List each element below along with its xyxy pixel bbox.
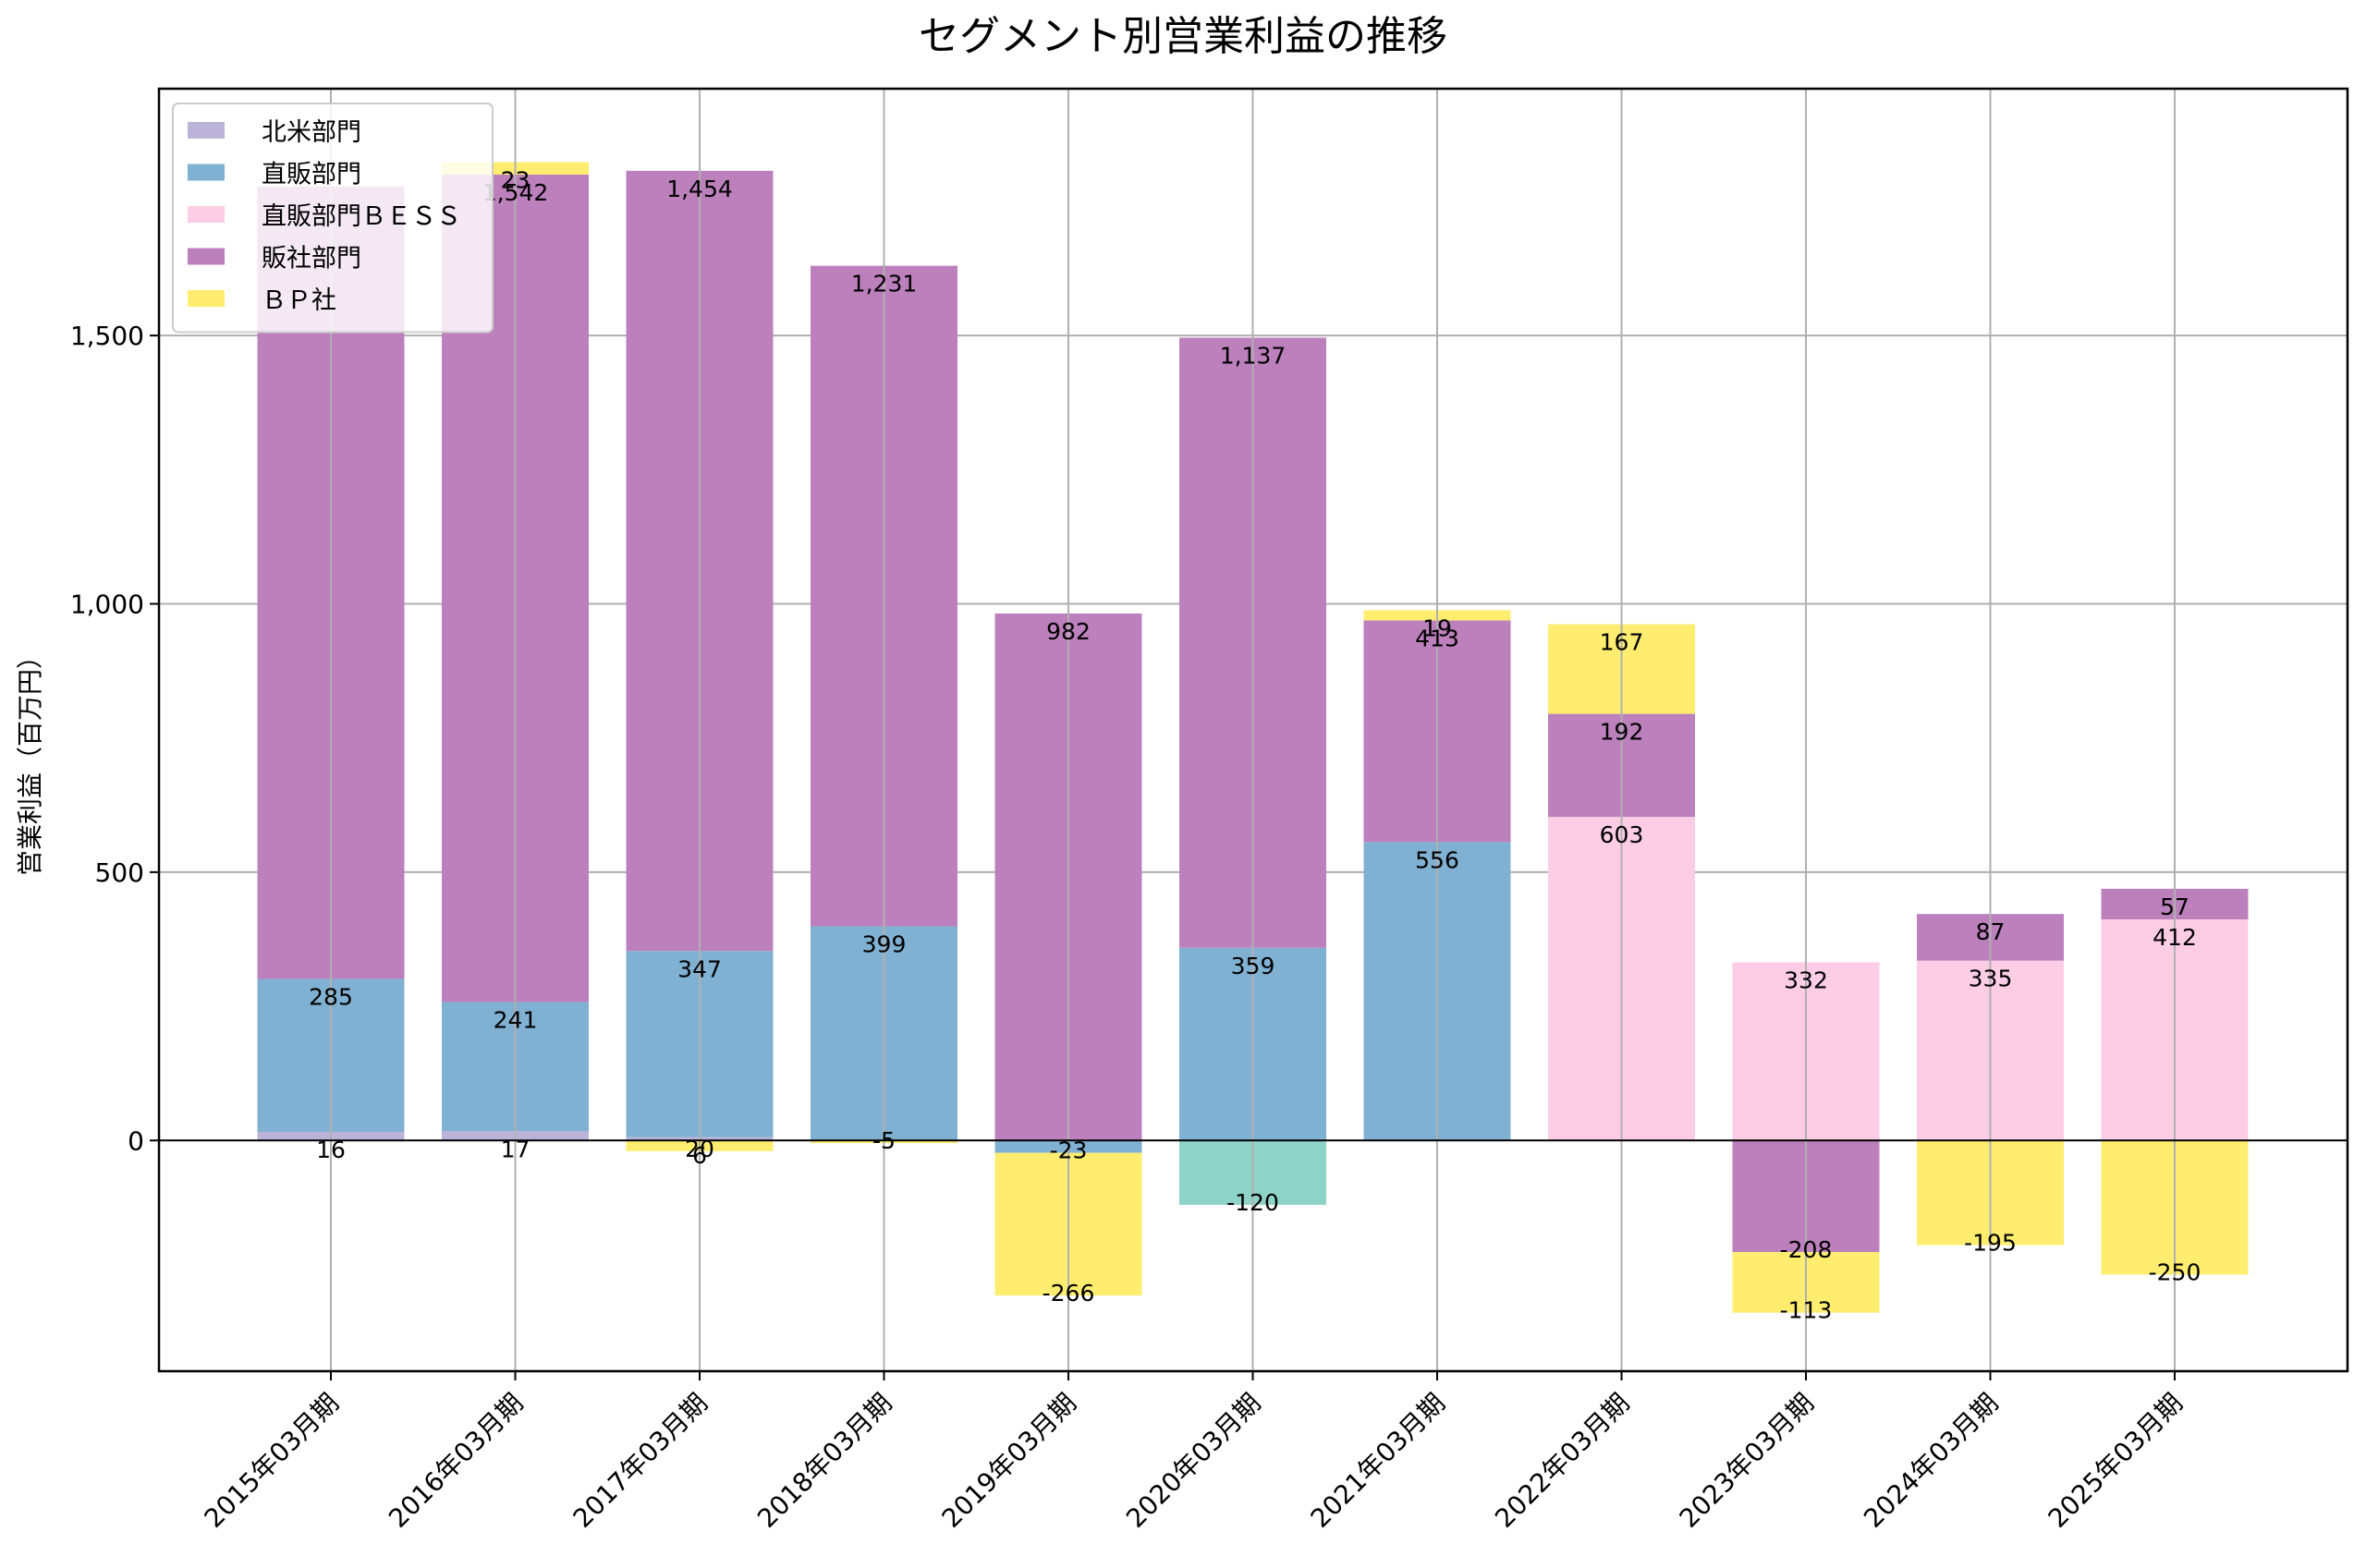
x-tick-label: 2018年03月期 xyxy=(751,1388,897,1534)
data-label: 603 xyxy=(1600,821,1644,848)
chart-title: セグメント別営業利益の推移 xyxy=(919,13,1447,60)
legend-swatch xyxy=(188,122,225,139)
legend-label: 北米部門 xyxy=(262,118,361,147)
x-tick-label: 2017年03月期 xyxy=(567,1388,713,1534)
data-label: 20 xyxy=(685,1136,714,1162)
x-tick-label: 2020年03月期 xyxy=(1120,1388,1266,1534)
y-tick-label: 1,000 xyxy=(70,590,144,620)
data-label: 19 xyxy=(1422,614,1452,641)
legend-swatch xyxy=(188,206,225,223)
y-tick-label: 500 xyxy=(95,857,144,888)
x-tick-label: 2022年03月期 xyxy=(1489,1388,1635,1534)
data-label: -266 xyxy=(1043,1280,1095,1307)
x-tick-label: 2019年03月期 xyxy=(936,1388,1082,1534)
data-label: 241 xyxy=(494,1006,538,1033)
data-label: 1,454 xyxy=(666,176,733,202)
data-label: 556 xyxy=(1415,846,1459,873)
x-tick-label: 2021年03月期 xyxy=(1305,1388,1451,1534)
x-tick-label: 2015年03月期 xyxy=(199,1388,345,1534)
data-label: 399 xyxy=(862,931,907,958)
data-label: -208 xyxy=(1780,1236,1833,1263)
y-tick-label: 0 xyxy=(128,1125,144,1156)
x-tick-label: 2023年03月期 xyxy=(1674,1388,1820,1534)
legend-swatch xyxy=(188,290,225,307)
data-label: -113 xyxy=(1780,1297,1833,1324)
y-axis-label: 営業利益（百万円） xyxy=(15,643,45,876)
data-label: 413 xyxy=(1415,626,1459,652)
data-label: 285 xyxy=(309,983,353,1010)
data-label: 1,137 xyxy=(1220,342,1287,369)
data-label: 982 xyxy=(1046,618,1091,645)
data-label: 23 xyxy=(501,167,531,194)
legend-box xyxy=(172,103,494,334)
legend-swatch xyxy=(188,164,225,181)
data-label: 335 xyxy=(1969,966,2013,992)
legend-label: 直販部門ＢＥＳＳ xyxy=(262,202,461,231)
legend-label: 販社部門 xyxy=(262,245,361,273)
legend-swatch xyxy=(188,248,225,265)
data-label: 347 xyxy=(677,955,722,982)
data-label: -195 xyxy=(1964,1230,2017,1257)
data-label: 6 xyxy=(692,1142,707,1169)
data-label: 87 xyxy=(1976,918,2006,945)
data-label: 412 xyxy=(2153,924,2197,951)
data-label: 167 xyxy=(1600,629,1644,656)
data-label: -250 xyxy=(2149,1258,2201,1285)
x-tick-label: 2024年03月期 xyxy=(1858,1388,2004,1534)
legend-label: ＢＰ社 xyxy=(262,286,336,315)
y-tick-label: 1,500 xyxy=(70,321,144,351)
data-label: 192 xyxy=(1600,719,1644,746)
data-label: -23 xyxy=(1050,1137,1088,1164)
data-label: 332 xyxy=(1784,966,1828,993)
data-label: 57 xyxy=(2160,893,2189,920)
x-tick-label: 2025年03月期 xyxy=(2043,1388,2189,1534)
x-tick-label: 2016年03月期 xyxy=(383,1388,529,1534)
data-label: -120 xyxy=(1226,1189,1279,1216)
data-label: 1,231 xyxy=(851,271,918,298)
data-label: 359 xyxy=(1231,953,1275,979)
legend-label: 直販部門 xyxy=(262,161,361,189)
